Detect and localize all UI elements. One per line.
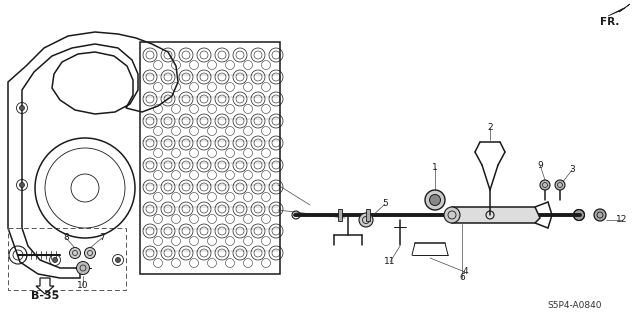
Bar bbox=[366, 209, 370, 221]
Circle shape bbox=[84, 248, 95, 258]
Circle shape bbox=[444, 207, 460, 223]
Polygon shape bbox=[608, 4, 630, 16]
Circle shape bbox=[115, 257, 120, 263]
Circle shape bbox=[573, 210, 584, 220]
Text: 1: 1 bbox=[432, 164, 438, 173]
Text: 5: 5 bbox=[382, 199, 388, 209]
Text: 9: 9 bbox=[537, 160, 543, 169]
Circle shape bbox=[77, 262, 90, 275]
Text: 4: 4 bbox=[462, 268, 468, 277]
Text: 3: 3 bbox=[569, 166, 575, 174]
Text: B-35: B-35 bbox=[31, 291, 59, 301]
Text: FR.: FR. bbox=[600, 17, 620, 27]
Bar bbox=[338, 209, 342, 221]
Circle shape bbox=[594, 209, 606, 221]
Circle shape bbox=[19, 182, 24, 188]
Text: 6: 6 bbox=[459, 273, 465, 283]
Circle shape bbox=[555, 180, 565, 190]
Circle shape bbox=[19, 106, 24, 110]
Circle shape bbox=[425, 190, 445, 210]
Text: 8: 8 bbox=[63, 234, 69, 242]
Text: S5P4-A0840: S5P4-A0840 bbox=[548, 300, 602, 309]
Circle shape bbox=[429, 195, 440, 205]
Text: 11: 11 bbox=[384, 257, 396, 266]
Circle shape bbox=[540, 180, 550, 190]
Bar bbox=[140, 42, 280, 274]
Circle shape bbox=[70, 248, 81, 258]
Circle shape bbox=[52, 257, 58, 263]
Text: 12: 12 bbox=[616, 216, 628, 225]
Circle shape bbox=[359, 213, 373, 227]
Text: 2: 2 bbox=[487, 123, 493, 132]
Text: 7: 7 bbox=[99, 234, 105, 242]
Polygon shape bbox=[452, 207, 540, 223]
Text: 10: 10 bbox=[77, 280, 89, 290]
Bar bbox=[8, 228, 126, 290]
